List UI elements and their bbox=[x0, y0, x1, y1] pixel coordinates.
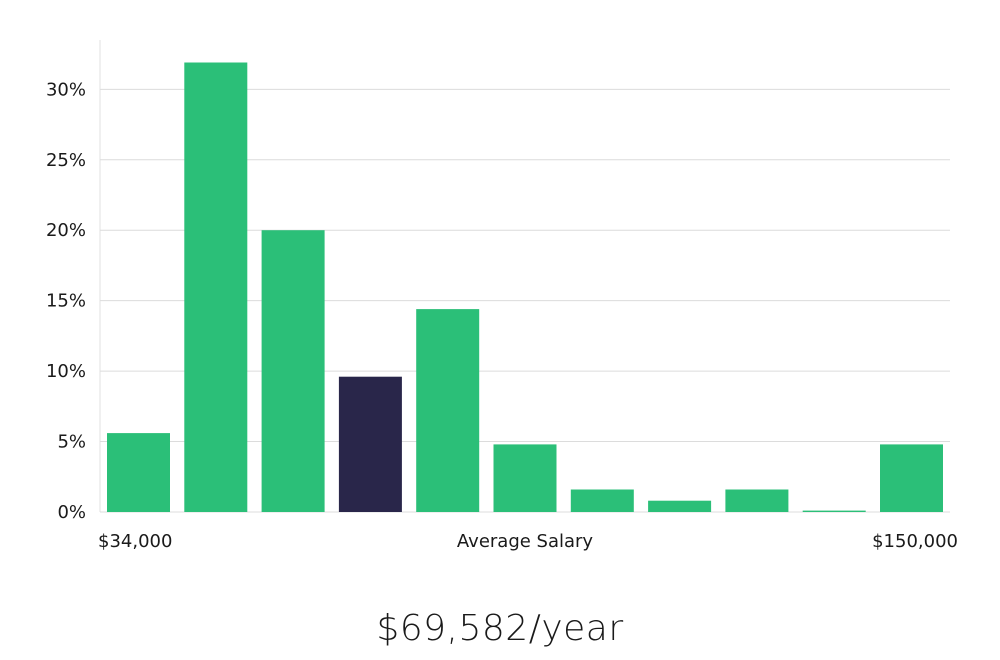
bar bbox=[880, 444, 943, 512]
bar bbox=[107, 433, 170, 512]
bar bbox=[570, 489, 634, 512]
bar bbox=[725, 489, 789, 512]
y-tick-label: 5% bbox=[57, 432, 86, 453]
y-tick-label: 25% bbox=[46, 150, 86, 171]
average-salary-value: $69,582/year bbox=[376, 608, 624, 649]
y-tick-label: 20% bbox=[46, 220, 86, 241]
x-max-label: $150,000 bbox=[872, 531, 958, 552]
bar-highlighted bbox=[338, 376, 402, 512]
bar bbox=[802, 510, 866, 512]
bar bbox=[493, 444, 557, 512]
y-tick-label: 10% bbox=[46, 361, 86, 382]
x-axis-label: Average Salary bbox=[457, 531, 594, 552]
bar bbox=[416, 309, 480, 512]
x-min-label: $34,000 bbox=[98, 531, 172, 552]
salary-distribution-chart: 0% 5% 10% 15% 20% 25% 30% $34,000 Average Sala… bbox=[46, 40, 958, 552]
y-tick-label: 0% bbox=[57, 502, 86, 523]
bar bbox=[648, 500, 712, 512]
bar bbox=[184, 62, 248, 512]
y-tick-label: 30% bbox=[46, 79, 86, 100]
y-tick-labels: 0% 5% 10% 15% 20% 25% 30% bbox=[46, 79, 86, 523]
bars bbox=[107, 62, 943, 512]
bar bbox=[261, 230, 325, 512]
y-tick-label: 15% bbox=[46, 291, 86, 312]
